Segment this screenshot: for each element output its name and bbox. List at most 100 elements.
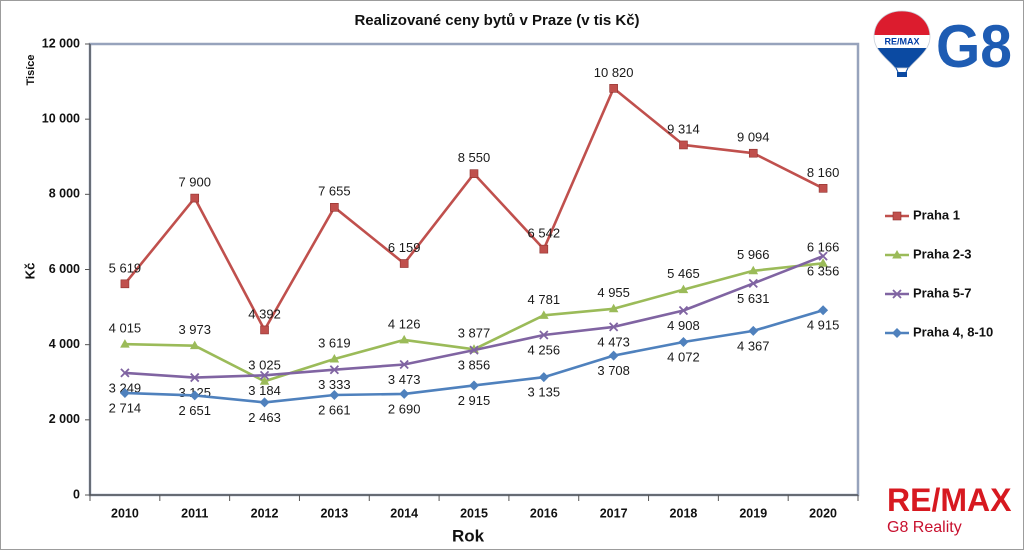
- g8-logo: G8: [936, 13, 1012, 80]
- data-label-praha-2-3: 4 126: [388, 316, 421, 331]
- legend-label-praha-2-3: Praha 2-3: [913, 246, 972, 261]
- data-label-praha-2-3: 5 966: [737, 247, 770, 262]
- data-point-praha-2-3: [259, 376, 270, 385]
- data-label-praha-1: 10 820: [594, 65, 634, 80]
- x-tick-label: 2016: [530, 506, 558, 520]
- data-point-praha-5-7: [190, 372, 200, 383]
- data-label-praha-1: 6 542: [528, 226, 561, 241]
- x-tick-label: 2013: [320, 506, 348, 520]
- legend-marker-praha-5-7: [892, 289, 902, 299]
- data-point-praha-1: [190, 193, 200, 203]
- data-point-praha-1: [469, 169, 479, 178]
- data-label-praha-1: 8 550: [458, 150, 491, 165]
- data-point-praha-4-8-10: [399, 388, 410, 399]
- data-point-praha-4-8-10: [119, 387, 130, 398]
- data-label-praha-4-8-10: 4 915: [807, 318, 840, 333]
- series-praha-4-8-10: 2 714 2 651 2 463 2 661 2 690 2 915 3 135 3 708…: [109, 305, 840, 425]
- x-tick-label: 2019: [739, 506, 767, 520]
- balloon-white-band: [874, 35, 930, 48]
- data-label-praha-2-3: 3 973: [178, 322, 211, 337]
- data-point-praha-4-8-10: [538, 372, 549, 383]
- data-point-praha-2-3: [608, 303, 619, 313]
- data-point-praha-2-3: [539, 310, 549, 319]
- data-point-praha-1: [330, 202, 339, 212]
- g8-reality-tagline: G8 Reality: [887, 519, 962, 536]
- legend-marker-praha-1: [892, 211, 902, 221]
- balloon-logo-text: RE/MAX: [884, 36, 919, 46]
- balloon-ropes: [895, 67, 909, 73]
- data-label-praha-5-7: 3 333: [318, 377, 351, 392]
- data-point-praha-2-3: [748, 265, 759, 275]
- legend-label-praha-1: Praha 1: [913, 207, 960, 222]
- data-point-praha-4-8-10: [329, 389, 340, 400]
- data-label-praha-5-7: 5 631: [737, 291, 770, 306]
- data-point-praha-1: [818, 184, 828, 193]
- data-point-praha-1: [679, 140, 688, 150]
- data-point-praha-2-3: [120, 339, 130, 348]
- x-tick-label: 2011: [181, 506, 208, 520]
- data-label-praha-4-8-10: 2 463: [248, 410, 281, 425]
- legend-label-praha-4-8-10: Praha 4, 8-10: [913, 324, 993, 339]
- data-point-praha-5-7: [399, 359, 409, 370]
- x-axis-ticks: 2010 2011 2012 2013 2014 2015 2016 2017 2018 2019…: [89, 495, 859, 520]
- data-label-praha-1: 8 160: [807, 165, 840, 180]
- data-point-praha-5-7: [678, 305, 689, 316]
- data-label-praha-4-8-10: 2 690: [388, 401, 421, 416]
- data-point-praha-5-7: [608, 322, 619, 332]
- y-unit-label: Tisíce: [25, 55, 37, 86]
- data-point-praha-4-8-10: [608, 350, 619, 361]
- data-label-praha-2-3: 3 877: [458, 326, 491, 341]
- y-axis-label: Kč: [22, 263, 37, 280]
- x-tick-label: 2020: [809, 506, 837, 520]
- data-label-praha-1: 9 094: [737, 130, 770, 145]
- data-label-praha-4-8-10: 3 135: [528, 385, 561, 400]
- data-label-praha-2-3: 4 781: [528, 292, 561, 307]
- data-label-praha-4-8-10: 2 714: [109, 400, 142, 415]
- y-tick-label: 12 000: [42, 36, 80, 50]
- data-label-praha-4-8-10: 4 072: [667, 349, 700, 364]
- data-label-praha-4-8-10: 3 708: [597, 363, 630, 378]
- x-tick-label: 2018: [670, 506, 698, 520]
- data-label-praha-2-3: 4 015: [109, 321, 142, 336]
- data-point-praha-5-7: [329, 365, 340, 375]
- data-point-praha-2-3: [399, 334, 409, 344]
- data-point-praha-4-8-10: [189, 390, 200, 401]
- data-label-praha-5-7: 3 184: [248, 383, 281, 398]
- x-tick-label: 2014: [390, 506, 418, 520]
- data-label-praha-2-3: 4 955: [597, 285, 630, 300]
- balloon-outline: [873, 10, 931, 69]
- legend: Praha 1 Praha 2-3 Praha 5-7 Praha 4, 8-10: [885, 207, 993, 339]
- chart-title: Realizované ceny bytů v Praze (v tis Kč): [354, 12, 639, 29]
- series-praha-1: 5 619 7 900 4 392 7 655 6 159 8 550 6 542 10 82…: [109, 65, 840, 335]
- data-label-praha-2-3: 3 619: [318, 335, 351, 350]
- y-tick-label: 6 000: [49, 262, 80, 276]
- y-tick-label: 10 000: [42, 111, 80, 125]
- series-layer: 5 619 7 900 4 392 7 655 6 159 8 550 6 542 10 82…: [109, 65, 840, 425]
- data-label-praha-5-7: 4 473: [597, 334, 630, 349]
- data-point-praha-1: [399, 259, 409, 268]
- data-point-praha-4-8-10: [818, 305, 829, 316]
- data-label-praha-5-7: 3 249: [109, 380, 142, 395]
- data-label-praha-5-7: 4 256: [528, 342, 561, 357]
- data-label-praha-1: 4 392: [248, 306, 281, 321]
- balloon-basket: [897, 72, 907, 77]
- legend-label-praha-5-7: Praha 5-7: [913, 285, 972, 300]
- data-point-praha-5-7: [748, 278, 758, 289]
- data-point-praha-4-8-10: [748, 325, 759, 336]
- legend-item-praha-1: Praha 1: [885, 207, 960, 222]
- data-point-praha-5-7: [818, 251, 828, 261]
- data-point-praha-5-7: [259, 370, 270, 380]
- y-axis-ticks: 0 2 000 4 000 6 000 8 000 10 000 12 000: [42, 36, 90, 501]
- data-point-praha-2-3: [818, 258, 828, 267]
- y-tick-label: 2 000: [49, 412, 80, 426]
- data-label-praha-5-7: 6 356: [807, 264, 840, 279]
- data-point-praha-5-7: [469, 345, 479, 355]
- legend-marker-praha-4-8-10: [892, 328, 902, 338]
- data-point-praha-2-3: [189, 340, 200, 350]
- data-point-praha-2-3: [329, 353, 340, 363]
- x-tick-label: 2012: [251, 506, 279, 520]
